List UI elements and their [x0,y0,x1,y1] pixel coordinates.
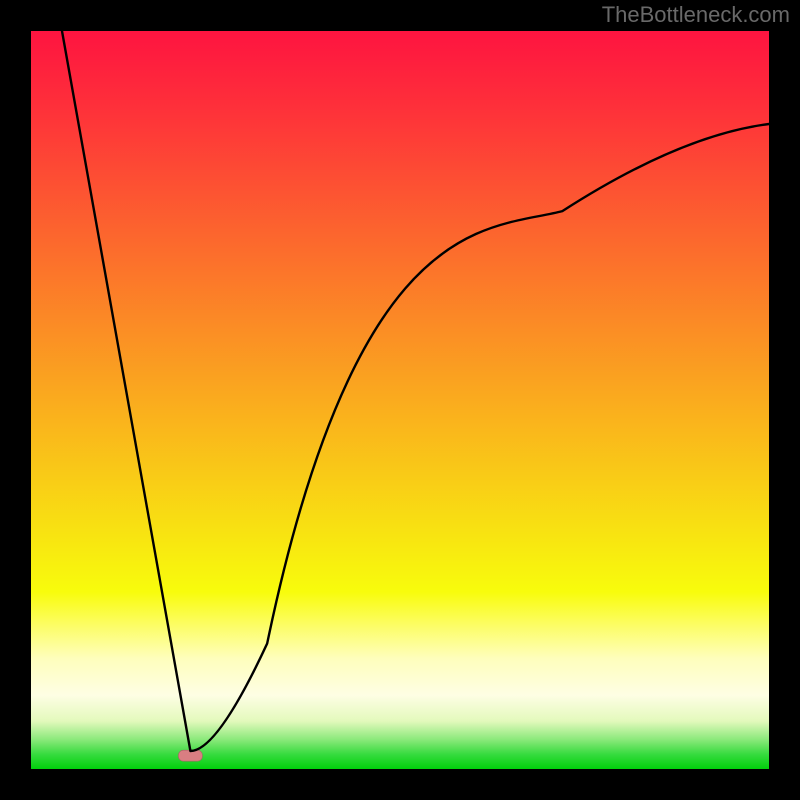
plot-svg [31,31,769,769]
chart-frame: TheBottleneck.com [0,0,800,800]
watermark-text: TheBottleneck.com [602,2,790,28]
gradient-background [31,31,769,769]
plot-area [31,31,769,769]
